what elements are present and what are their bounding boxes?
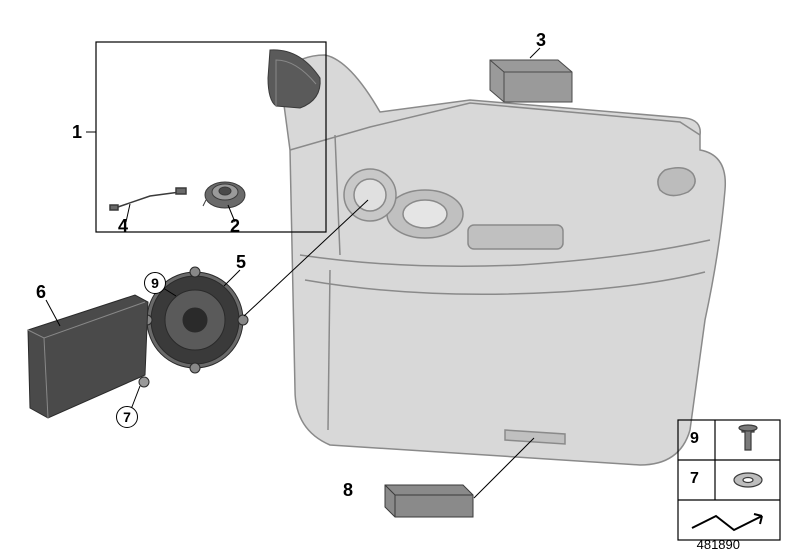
callout-8: 8	[343, 480, 353, 501]
diagram-svg	[0, 0, 800, 560]
module-box	[490, 60, 572, 102]
bottom-module	[385, 485, 473, 517]
callout-9-circle: 9	[144, 272, 166, 294]
diagram-id: 481890	[697, 537, 740, 552]
callout-3: 3	[536, 30, 546, 51]
legend-9: 9	[690, 430, 699, 448]
cable	[110, 188, 186, 210]
grille-cover	[28, 295, 149, 418]
callout-6: 6	[36, 282, 46, 303]
callout-1: 1	[72, 122, 82, 143]
tweeter	[203, 182, 245, 208]
diagram-container: 1 2 3 4 5 6 8 9 7 9 7 481890	[0, 0, 800, 560]
callout-7-circle: 7	[116, 406, 138, 428]
callout-5: 5	[236, 252, 246, 273]
callout-4: 4	[118, 216, 128, 237]
callout-2: 2	[230, 216, 240, 237]
door-panel	[280, 55, 725, 465]
legend-7: 7	[690, 470, 699, 488]
